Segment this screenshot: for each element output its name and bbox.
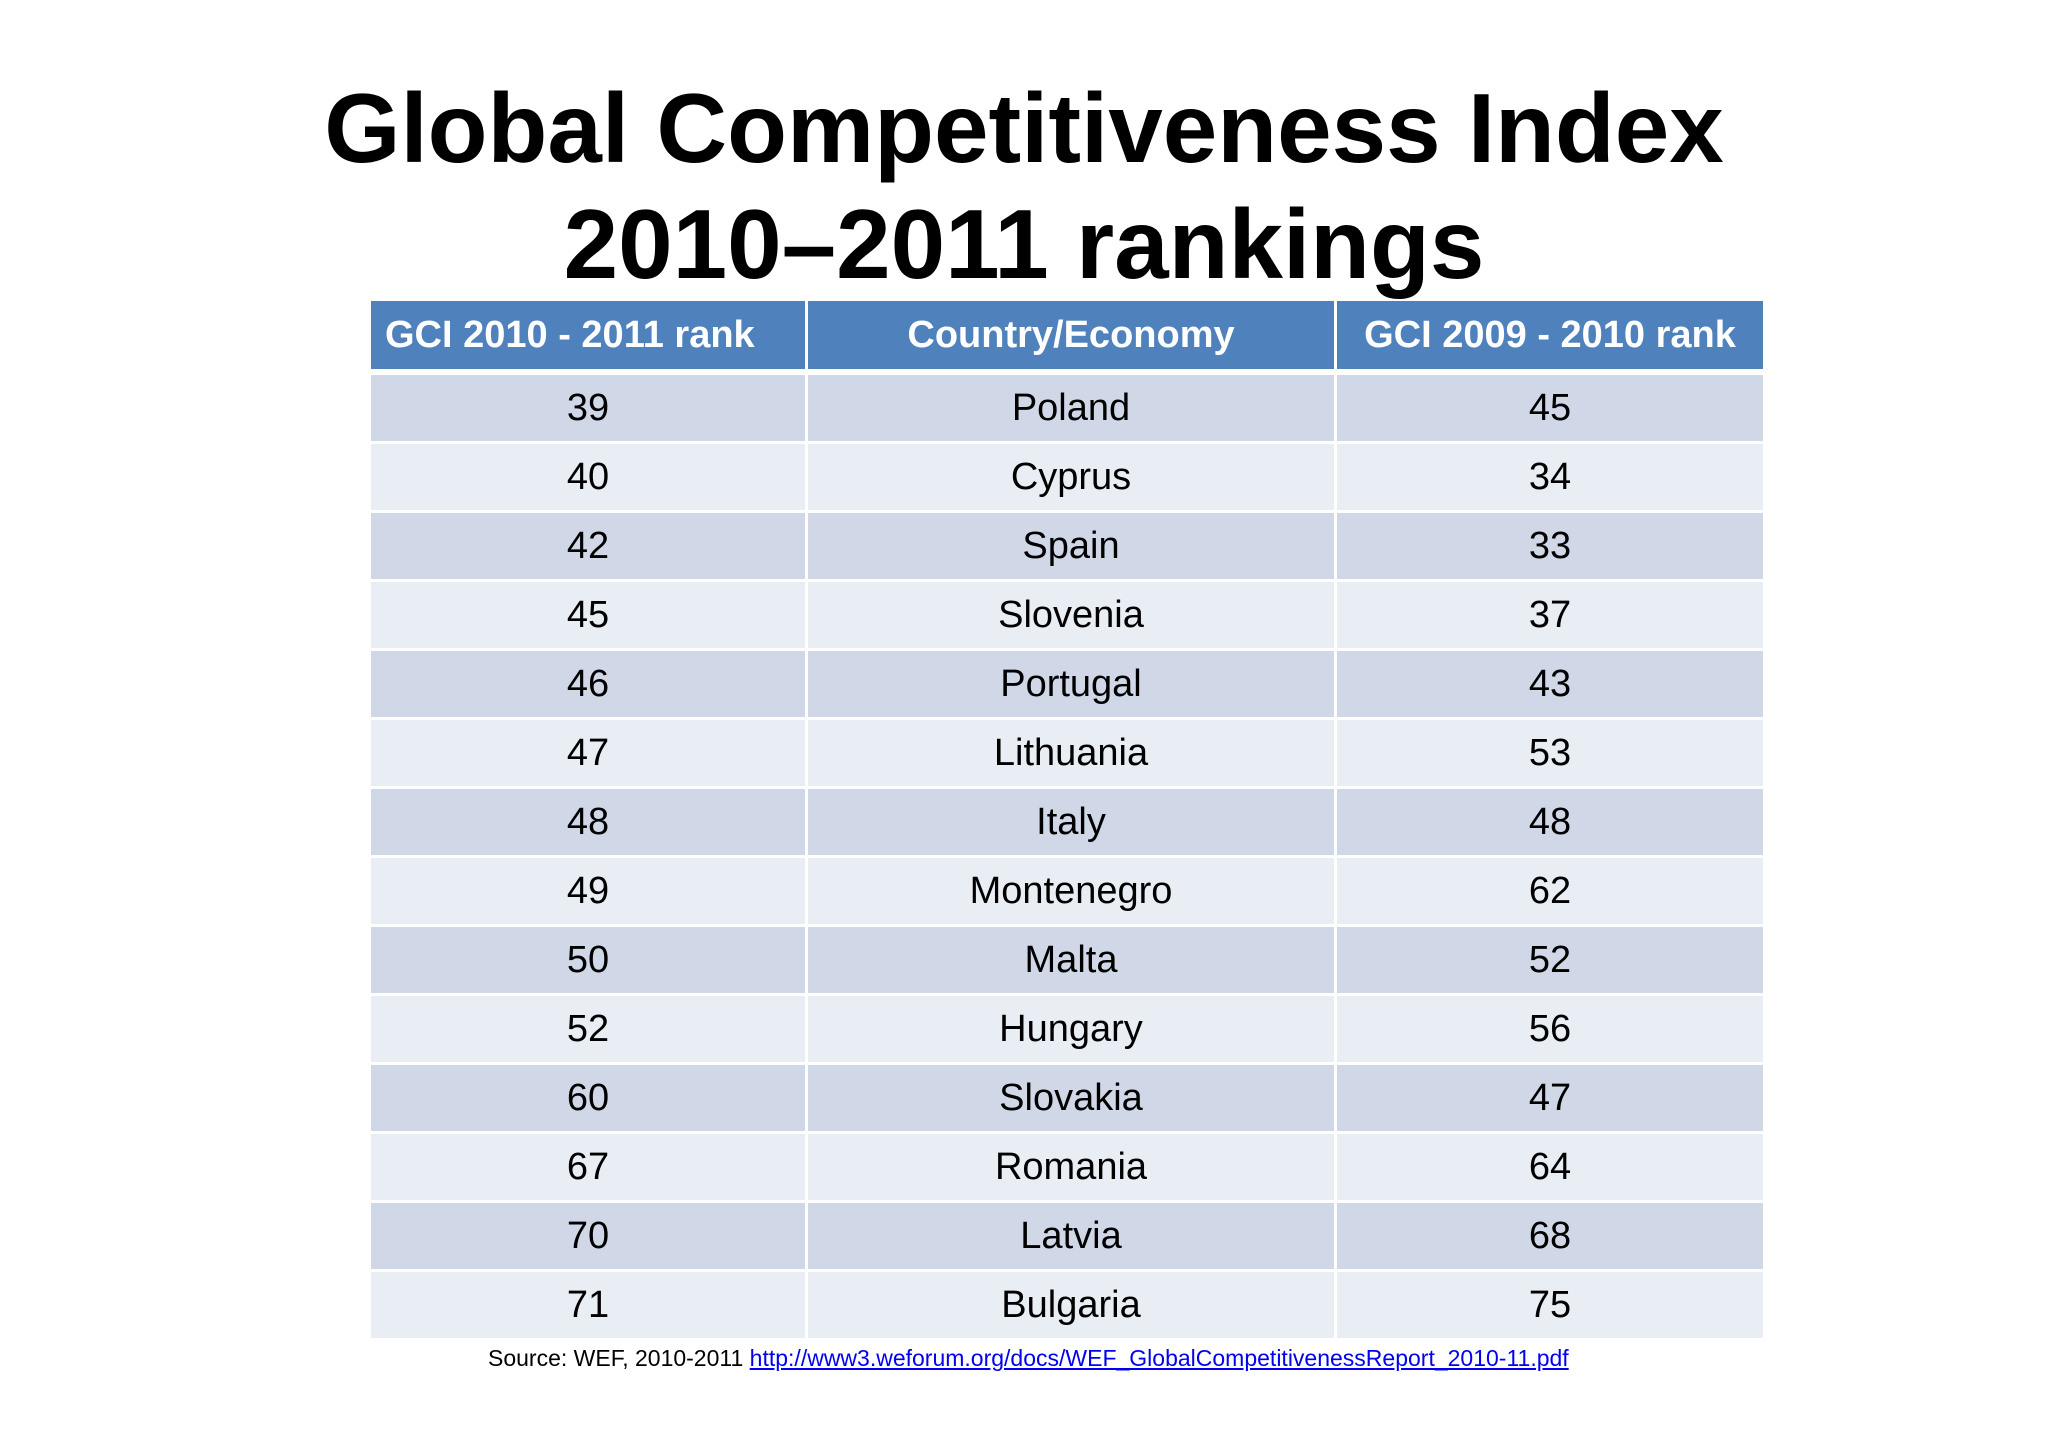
country-cell: Malta — [805, 924, 1337, 996]
rank-2009-2010-cell: 47 — [1334, 1062, 1766, 1134]
table-row: 60 Slovakia 47 — [368, 1062, 1766, 1134]
country-cell: Spain — [805, 510, 1337, 582]
table-row: 52 Hungary 56 — [368, 993, 1766, 1065]
table-body: 39 Poland 45 40 Cyprus 34 42 Spain 33 45… — [368, 370, 1766, 1341]
rank-2009-2010-cell: 75 — [1334, 1269, 1766, 1341]
table-row: 48 Italy 48 — [368, 786, 1766, 858]
country-cell: Montenegro — [805, 855, 1337, 927]
table-row: 50 Malta 52 — [368, 924, 1766, 996]
table-row: 70 Latvia 68 — [368, 1200, 1766, 1272]
rank-2009-2010-cell: 34 — [1334, 441, 1766, 513]
rank-2010-2011-cell: 46 — [368, 648, 808, 720]
table-row: 40 Cyprus 34 — [368, 441, 1766, 513]
rank-2009-2010-cell: 33 — [1334, 510, 1766, 582]
rank-2009-2010-cell: 52 — [1334, 924, 1766, 996]
rank-2009-2010-cell: 53 — [1334, 717, 1766, 789]
table-row: 42 Spain 33 — [368, 510, 1766, 582]
table-row: 49 Montenegro 62 — [368, 855, 1766, 927]
table-header-row: GCI 2010 - 2011 rank Country/Economy GCI… — [368, 301, 1766, 375]
rank-2009-2010-cell: 56 — [1334, 993, 1766, 1065]
table-row: 45 Slovenia 37 — [368, 579, 1766, 651]
rank-2010-2011-cell: 52 — [368, 993, 808, 1065]
country-cell: Portugal — [805, 648, 1337, 720]
country-cell: Cyprus — [805, 441, 1337, 513]
table-row: 46 Portugal 43 — [368, 648, 1766, 720]
rankings-table: GCI 2010 - 2011 rank Country/Economy GCI… — [368, 301, 1766, 1341]
country-cell: Latvia — [805, 1200, 1337, 1272]
rank-2010-2011-cell: 40 — [368, 441, 808, 513]
rank-2010-2011-cell: 70 — [368, 1200, 808, 1272]
rank-2009-2010-cell: 68 — [1334, 1200, 1766, 1272]
header-gci-2010-2011-rank: GCI 2010 - 2011 rank — [368, 301, 808, 375]
rank-2009-2010-cell: 37 — [1334, 579, 1766, 651]
country-cell: Italy — [805, 786, 1337, 858]
rank-2009-2010-cell: 62 — [1334, 855, 1766, 927]
rank-2009-2010-cell: 48 — [1334, 786, 1766, 858]
rank-2010-2011-cell: 42 — [368, 510, 808, 582]
header-country-economy: Country/Economy — [805, 301, 1337, 375]
rank-2010-2011-cell: 50 — [368, 924, 808, 996]
country-cell: Poland — [805, 370, 1337, 444]
table-row: 47 Lithuania 53 — [368, 717, 1766, 789]
country-cell: Romania — [805, 1131, 1337, 1203]
country-cell: Hungary — [805, 993, 1337, 1065]
rank-2010-2011-cell: 60 — [368, 1062, 808, 1134]
table-row: 71 Bulgaria 75 — [368, 1269, 1766, 1341]
rank-2009-2010-cell: 45 — [1334, 370, 1766, 444]
rank-2010-2011-cell: 67 — [368, 1131, 808, 1203]
slide-title-line-2: 2010–2011 rankings — [563, 189, 1485, 299]
header-gci-2009-2010-rank: GCI 2009 - 2010 rank — [1334, 301, 1766, 375]
country-cell: Slovakia — [805, 1062, 1337, 1134]
country-cell: Bulgaria — [805, 1269, 1337, 1341]
country-cell: Lithuania — [805, 717, 1337, 789]
table-row: 67 Romania 64 — [368, 1131, 1766, 1203]
rank-2010-2011-cell: 45 — [368, 579, 808, 651]
source-prefix: Source: WEF, 2010-2011 — [488, 1345, 744, 1371]
rank-2010-2011-cell: 48 — [368, 786, 808, 858]
rank-2010-2011-cell: 71 — [368, 1269, 808, 1341]
country-cell: Slovenia — [805, 579, 1337, 651]
rank-2009-2010-cell: 43 — [1334, 648, 1766, 720]
rank-2010-2011-cell: 49 — [368, 855, 808, 927]
table-row: 39 Poland 45 — [368, 370, 1766, 444]
source-link[interactable]: http://www3.weforum.org/docs/WEF_GlobalC… — [749, 1345, 1569, 1371]
rank-2010-2011-cell: 39 — [368, 370, 808, 444]
slide-title: Global Competitiveness Index 2010–2011 r… — [0, 70, 2048, 302]
source-citation: Source: WEF, 2010-2011 http://www3.wefor… — [488, 1345, 1569, 1372]
rank-2009-2010-cell: 64 — [1334, 1131, 1766, 1203]
slide-title-line-1: Global Competitiveness Index — [324, 73, 1724, 183]
rank-2010-2011-cell: 47 — [368, 717, 808, 789]
